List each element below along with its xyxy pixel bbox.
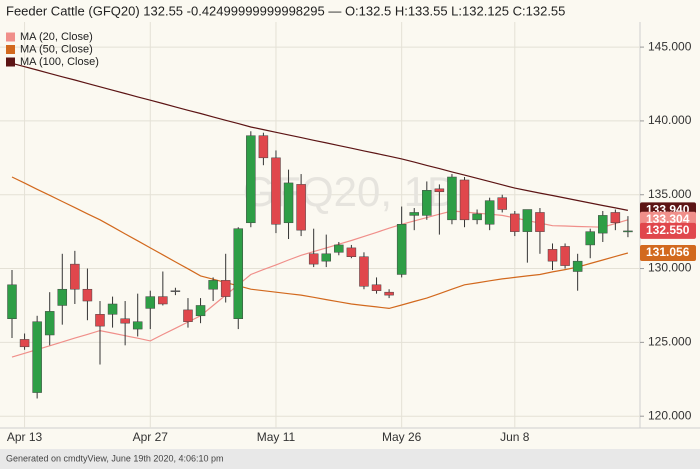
chart-title: Feeder Cattle (GFQ20) 132.55 -0.42499999…	[6, 3, 565, 18]
candle-body	[510, 213, 520, 232]
candle-body	[145, 296, 156, 309]
candle-body	[95, 314, 105, 327]
candle-body	[384, 291, 394, 296]
candle-body	[271, 157, 281, 225]
candle-body	[572, 260, 583, 272]
legend-label: MA (50, Close)	[20, 43, 93, 55]
candle-body	[598, 215, 608, 234]
candle-body	[359, 256, 369, 287]
price-tag	[640, 222, 696, 239]
candle-body	[158, 296, 168, 305]
candle-body	[70, 263, 80, 290]
candle-body	[346, 247, 357, 257]
candle-body	[560, 246, 570, 266]
ma-line	[11, 176, 629, 310]
candle-body	[82, 288, 93, 302]
candle-body	[120, 318, 130, 324]
candle-body	[334, 244, 344, 253]
candle-body	[459, 179, 470, 221]
footer: Generated on cmdtyView, June 19th 2020, …	[6, 453, 223, 463]
candle-body	[409, 212, 419, 216]
candle-body	[484, 200, 495, 225]
candle-body	[246, 135, 256, 224]
y-tick-label: 120.000	[648, 408, 692, 422]
candle-body	[132, 321, 143, 330]
x-tick-label: Apr 13	[7, 430, 43, 444]
candle-body	[447, 176, 457, 221]
candle-body	[522, 209, 533, 232]
legend-swatch	[6, 57, 15, 67]
candle-body	[321, 253, 331, 262]
candle-body	[44, 311, 55, 336]
candle-body	[422, 190, 432, 216]
candle-body	[208, 280, 218, 290]
candle-body	[19, 339, 30, 348]
legend-swatch	[6, 45, 15, 54]
candle-body	[396, 224, 407, 275]
legend-swatch	[6, 32, 15, 42]
candle-body	[32, 321, 42, 393]
candle-body	[434, 188, 445, 193]
candle-body	[308, 253, 319, 265]
candle-body	[472, 213, 482, 221]
candle-body	[623, 230, 633, 233]
candle-body	[233, 228, 244, 319]
candle-body	[183, 309, 193, 322]
candle-body	[371, 284, 382, 291]
ma-line	[11, 62, 629, 211]
candle-body	[7, 284, 17, 319]
y-tick-label: 125.000	[648, 335, 692, 349]
ma-tag-label: 131.056	[646, 245, 690, 259]
legend-label: MA (20, Close)	[20, 31, 93, 43]
x-tick-label: May 11	[257, 430, 296, 444]
footer-bar	[0, 449, 700, 469]
candle-body	[296, 184, 306, 231]
x-tick-label: Jun 8	[500, 430, 530, 444]
candle-body	[195, 305, 206, 317]
ma-tag	[640, 244, 696, 261]
x-tick-label: Apr 27	[133, 430, 169, 444]
price-tag-label: 132.550	[646, 223, 690, 237]
candle-body	[220, 280, 231, 297]
y-tick-label: 130.000	[648, 261, 692, 275]
legend-label: MA (100, Close)	[20, 56, 99, 68]
plot	[7, 62, 633, 399]
candle-body	[107, 303, 118, 315]
candle-body	[535, 212, 545, 232]
candle-body	[585, 231, 595, 246]
y-tick-label: 135.000	[648, 187, 692, 201]
candle-body	[610, 212, 621, 224]
x-tick-label: May 26	[382, 430, 422, 444]
candle-body	[57, 288, 68, 306]
candle-body	[258, 135, 269, 159]
candle-body	[283, 182, 294, 224]
y-tick-label: 145.000	[648, 39, 692, 53]
ma-tag-label: 133.304	[646, 212, 690, 226]
candle-body	[547, 249, 558, 262]
candle-body	[170, 290, 181, 292]
y-tick-label: 140.000	[648, 113, 692, 127]
candle-body	[497, 197, 507, 210]
